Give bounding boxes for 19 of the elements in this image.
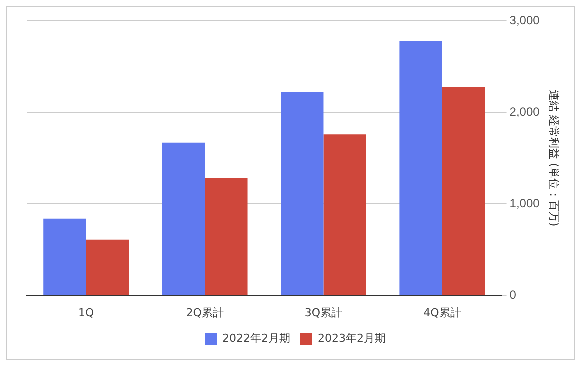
y-axis-title: 連結 経常利益 (単位：百万) <box>548 90 561 227</box>
bar <box>324 134 366 296</box>
bar <box>281 92 324 296</box>
bar <box>162 142 206 296</box>
bar <box>86 240 130 296</box>
bar <box>205 178 248 296</box>
y-tick-label: 2,000 <box>510 104 540 119</box>
bar <box>442 86 486 296</box>
y-tick-label: 3,000 <box>510 13 540 28</box>
x-tick-label: 3Q累計 <box>304 306 343 320</box>
legend-label: 2023年2月期 <box>318 332 386 345</box>
legend-label: 2022年2月期 <box>222 332 291 345</box>
y-tick-label: 1,000 <box>510 196 540 211</box>
x-tick-label: 4Q累計 <box>424 306 462 320</box>
y-tick-label: 0 <box>510 288 517 302</box>
bar <box>400 41 442 296</box>
bar <box>44 218 86 296</box>
x-tick-label: 1Q <box>78 306 95 320</box>
x-tick-label: 2Q累計 <box>186 306 224 320</box>
